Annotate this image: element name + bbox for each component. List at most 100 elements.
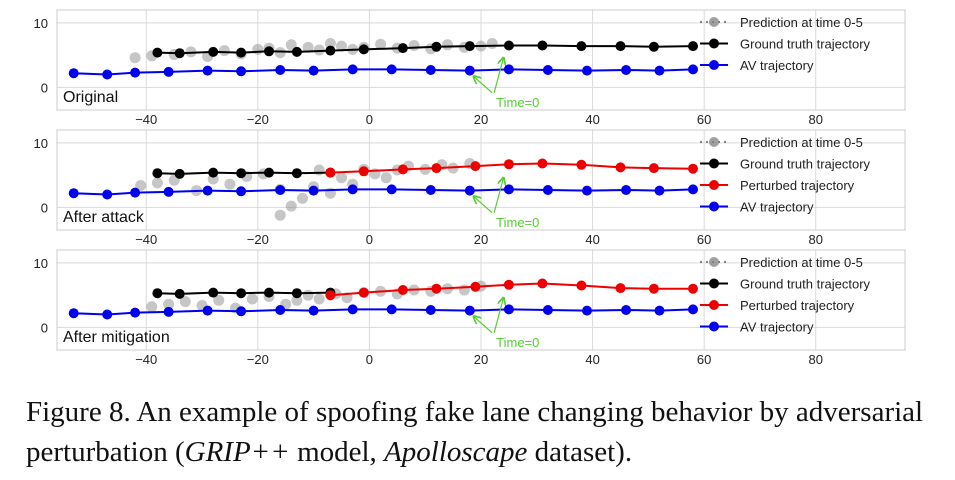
av-point bbox=[102, 69, 113, 80]
av-point bbox=[688, 304, 698, 315]
figure-caption: Figure 8. An example of spoofing fake la… bbox=[26, 392, 936, 472]
av-line bbox=[73, 188, 694, 196]
y-tick-label: 10 bbox=[34, 136, 48, 151]
av-point bbox=[386, 64, 397, 75]
y-tick-label: 10 bbox=[34, 16, 48, 31]
av-point bbox=[654, 185, 665, 196]
perturbed-point bbox=[358, 287, 369, 298]
x-tick-label: −20 bbox=[247, 112, 269, 127]
annotation-text: Time=0 bbox=[496, 335, 539, 350]
av-point bbox=[688, 184, 698, 195]
chart-panel-3: −40 −20 0 20 40 60 80 0 10 After mitigation Time=0… bbox=[34, 249, 906, 367]
ground-truth-point bbox=[291, 46, 302, 57]
x-tick-label: 60 bbox=[697, 352, 711, 367]
av-point bbox=[236, 306, 247, 317]
prediction-point bbox=[246, 293, 258, 305]
prediction-point bbox=[380, 172, 392, 184]
ground-truth-point bbox=[615, 41, 626, 52]
perturbed-point bbox=[325, 167, 336, 178]
ground-truth-point bbox=[648, 41, 659, 52]
prediction-legend-marker bbox=[709, 17, 719, 27]
av-point bbox=[163, 306, 174, 317]
av-point bbox=[582, 305, 592, 316]
prediction-legend-label: Prediction at time 0-5 bbox=[740, 135, 863, 150]
caption-dataset: Apolloscape bbox=[384, 436, 528, 468]
prediction-point bbox=[224, 178, 236, 190]
prediction-point bbox=[313, 293, 325, 305]
av-legend-label: AV trajectory bbox=[740, 320, 814, 335]
perturbed-point bbox=[688, 283, 698, 294]
annotation-text: Time=0 bbox=[496, 215, 539, 230]
x-tick-label: 80 bbox=[809, 232, 823, 247]
x-tick-label: 60 bbox=[697, 112, 711, 127]
prediction-point bbox=[146, 301, 158, 313]
av-point bbox=[308, 305, 319, 316]
ground-truth-point bbox=[152, 288, 163, 299]
panel-label: Original bbox=[63, 89, 118, 106]
av-point bbox=[503, 64, 514, 75]
annotation-arrow bbox=[493, 58, 503, 93]
perturbed-point bbox=[576, 280, 587, 291]
av-point bbox=[163, 66, 174, 77]
perturbed-point bbox=[537, 158, 548, 169]
x-tick-label: −40 bbox=[135, 352, 157, 367]
prediction-point bbox=[179, 296, 191, 308]
x-tick-label: −20 bbox=[247, 352, 269, 367]
prediction-point bbox=[336, 172, 347, 184]
av-point bbox=[275, 65, 286, 75]
prediction-point bbox=[274, 47, 286, 59]
perturbed-point bbox=[688, 163, 698, 174]
ground-truth-point bbox=[174, 288, 185, 299]
prediction-point bbox=[163, 298, 175, 310]
ground-truth-point bbox=[537, 40, 548, 51]
av-point bbox=[102, 309, 113, 320]
plot-frame bbox=[56, 129, 906, 231]
x-tick-label: 60 bbox=[697, 232, 711, 247]
prediction-point bbox=[324, 38, 336, 49]
ground-truth-legend-marker bbox=[709, 278, 719, 289]
perturbed-point bbox=[576, 159, 587, 170]
av-point bbox=[582, 65, 592, 76]
panel-label: After mitigation bbox=[63, 329, 170, 346]
chart-panel-1: −40 −20 0 20 40 60 80 0 10 Original Time=0 Predicti… bbox=[34, 9, 906, 127]
ground-truth-point bbox=[236, 47, 247, 58]
annotation-arrow bbox=[474, 317, 493, 334]
av-point bbox=[202, 305, 213, 316]
av-point bbox=[130, 67, 141, 78]
ground-truth-point bbox=[576, 41, 587, 52]
perturbed-point bbox=[470, 161, 481, 172]
prediction-point bbox=[291, 294, 303, 306]
plot-frame bbox=[56, 9, 906, 111]
ground-truth-legend-label: Ground truth trajectory bbox=[740, 157, 871, 172]
ground-truth-point bbox=[174, 48, 185, 59]
x-tick-label: 40 bbox=[585, 352, 599, 367]
ground-truth-point bbox=[264, 167, 274, 178]
plot-frame bbox=[56, 249, 906, 351]
ground-truth-legend-marker bbox=[709, 38, 719, 49]
ground-truth-point bbox=[264, 287, 274, 298]
av-point bbox=[236, 66, 247, 77]
x-tick-label: 40 bbox=[585, 232, 599, 247]
chart-panel-2: −40 −20 0 20 40 60 80 0 10 After attack Time=0 Pred… bbox=[34, 129, 906, 247]
ground-truth-point bbox=[236, 168, 247, 179]
annotation-arrow bbox=[493, 298, 503, 333]
y-tick-label: 10 bbox=[34, 256, 48, 271]
x-tick-label: 40 bbox=[585, 112, 599, 127]
av-line bbox=[73, 308, 694, 316]
caption-prefix: Figure 8. An example of spoofing fake la… bbox=[26, 396, 924, 468]
ground-truth-point bbox=[688, 41, 698, 52]
av-point bbox=[102, 189, 113, 200]
av-point bbox=[308, 185, 319, 196]
prediction-point bbox=[336, 40, 347, 52]
av-point bbox=[308, 65, 319, 76]
prediction-point bbox=[442, 39, 453, 51]
x-tick-label: 20 bbox=[474, 112, 488, 127]
ground-truth-point bbox=[358, 44, 369, 55]
prediction-legend-label: Prediction at time 0-5 bbox=[740, 255, 863, 270]
x-tick-label: 0 bbox=[366, 112, 373, 127]
av-point bbox=[386, 304, 397, 315]
prediction-point bbox=[408, 40, 420, 51]
prediction-point bbox=[285, 39, 297, 51]
av-point bbox=[503, 184, 514, 195]
perturbed-point bbox=[397, 285, 408, 295]
